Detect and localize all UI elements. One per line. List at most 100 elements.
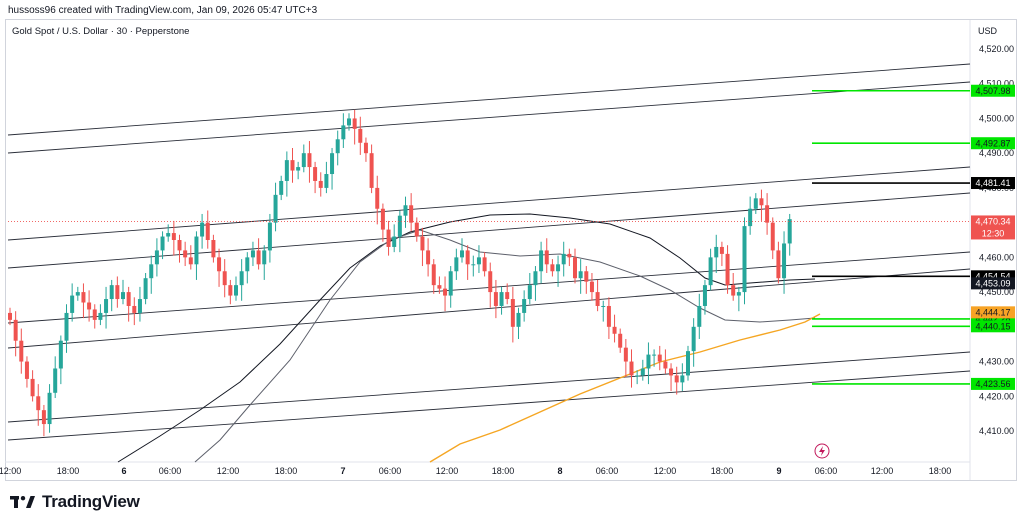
candle-body xyxy=(234,285,238,296)
candle-body xyxy=(493,292,498,306)
reference-level-tag xyxy=(971,84,1015,97)
candle-body xyxy=(567,253,572,258)
time-axis-tick: 12:00 xyxy=(217,466,240,476)
candle-body xyxy=(222,271,227,286)
candle-body xyxy=(629,361,634,376)
price-axis-tick: 4,420.00 xyxy=(979,391,1014,401)
candle-body xyxy=(205,222,210,240)
tradingview-icon xyxy=(10,496,35,508)
candle-body xyxy=(154,250,159,265)
candle-body xyxy=(250,250,255,258)
candle-body xyxy=(765,205,770,223)
candle-body xyxy=(87,302,92,310)
tradingview-logo[interactable]: TradingView xyxy=(10,492,140,512)
candle-body xyxy=(104,299,109,313)
candle-body xyxy=(527,285,532,300)
candle-body xyxy=(143,278,148,300)
candle-body xyxy=(657,354,662,362)
candle-body xyxy=(646,354,651,369)
candle-body xyxy=(623,347,628,362)
reference-level-price: 4,492.87 xyxy=(975,138,1010,148)
candle-body xyxy=(652,354,657,356)
candle-body xyxy=(584,271,589,282)
candle-body xyxy=(64,312,69,341)
price-tag-value: 4,453.09 xyxy=(975,278,1010,288)
reference-level-price: 4,442.28 xyxy=(975,314,1010,324)
candle-body xyxy=(149,264,154,279)
candle-body xyxy=(437,285,442,289)
price-axis-tick: 4,500.00 xyxy=(979,113,1014,123)
price-axis-tick: 4,410.00 xyxy=(979,426,1014,436)
price-axis-tick: 4,430.00 xyxy=(979,357,1014,367)
chart-attribution: hussoss96 created with TradingView.com, … xyxy=(8,5,318,16)
candle-body xyxy=(443,288,448,296)
price-tag-value: 4,444.17 xyxy=(975,307,1010,317)
reference-level-price: 4,507.98 xyxy=(975,86,1010,96)
candle-body xyxy=(121,292,125,300)
candle-body xyxy=(290,160,295,171)
price-tag xyxy=(971,215,1015,240)
candle-body xyxy=(13,319,18,341)
candle-body xyxy=(516,312,521,327)
candle-body xyxy=(770,222,775,251)
candle-body xyxy=(561,253,566,265)
candle-body xyxy=(47,392,52,425)
time-axis-tick: 8 xyxy=(557,466,562,476)
time-axis-tick: 12:00 xyxy=(871,466,894,476)
candle-body xyxy=(58,340,63,369)
reference-level-price: 4,454.54 xyxy=(975,272,1010,282)
candle-body xyxy=(81,292,86,303)
candle-body xyxy=(601,305,606,307)
candle-body xyxy=(313,167,318,181)
candle-body xyxy=(363,142,368,154)
candle-body xyxy=(24,361,29,379)
candle-body xyxy=(75,292,80,296)
candle-body xyxy=(595,292,600,306)
candle-body xyxy=(782,243,787,279)
candle-body xyxy=(217,257,222,272)
candle-body xyxy=(200,222,205,237)
candle-body xyxy=(228,285,233,296)
candle-body xyxy=(30,378,35,397)
candle-body xyxy=(686,351,690,376)
candle-body xyxy=(431,264,436,286)
candle-body xyxy=(132,305,137,313)
candle-body xyxy=(748,208,753,227)
candle-body xyxy=(612,326,617,334)
time-axis-tick: 12:00 xyxy=(654,466,677,476)
candle-body xyxy=(669,368,674,376)
candle-body xyxy=(273,194,278,223)
candle-body xyxy=(454,257,459,272)
candle-body xyxy=(19,340,24,362)
price-axis-tick: 4,520.00 xyxy=(979,44,1014,54)
time-axis-tick: 06:00 xyxy=(379,466,402,476)
price-axis-tick: 4,490.00 xyxy=(979,148,1014,158)
candle-body xyxy=(691,326,696,352)
currency-label[interactable]: USD xyxy=(978,26,998,36)
candle-body xyxy=(324,174,329,188)
candle-body xyxy=(550,264,555,272)
time-axis-tick: 9 xyxy=(776,466,781,476)
candle-body xyxy=(36,396,41,411)
candle-body xyxy=(245,257,250,272)
time-axis-tick: 18:00 xyxy=(711,466,734,476)
candle-body xyxy=(403,205,408,216)
candle-body xyxy=(414,222,419,237)
price-axis-tick: 4,510.00 xyxy=(979,79,1014,89)
candle-body xyxy=(589,281,594,293)
candle-body xyxy=(409,205,414,223)
lightning-bolt-glyph xyxy=(819,446,825,456)
time-axis-tick: 18:00 xyxy=(492,466,515,476)
candle-body xyxy=(115,285,120,300)
candle-body xyxy=(505,292,510,300)
candle-body xyxy=(397,215,402,237)
symbol-title[interactable]: Gold Spot / U.S. Dollar · 30 · Peppersto… xyxy=(12,26,190,37)
candle-body xyxy=(279,180,284,195)
candle-body xyxy=(680,375,685,383)
time-axis-tick: 06:00 xyxy=(815,466,838,476)
time-axis-tick: 12:00 xyxy=(436,466,459,476)
reference-level-price: 4,440.15 xyxy=(975,321,1010,331)
candle-body xyxy=(556,264,561,272)
channel-line xyxy=(7,351,971,423)
